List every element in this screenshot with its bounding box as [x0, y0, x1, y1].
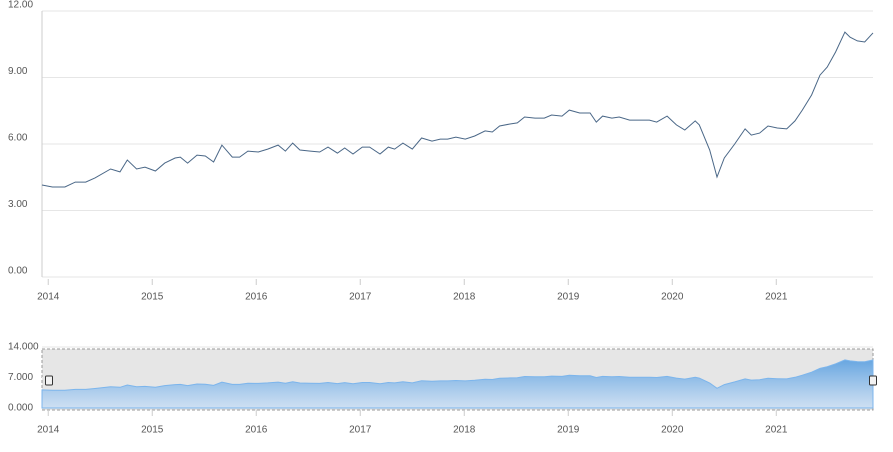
y-tick-label: 12.00 [8, 0, 33, 11]
data-line [41, 31, 874, 188]
x-tick-label: 2016 [245, 425, 268, 436]
x-tick-label: 2019 [557, 292, 580, 303]
x-tick-label: 2018 [453, 292, 476, 303]
x-tick-label: 2015 [141, 292, 164, 303]
x-tick-label: 2017 [349, 292, 372, 303]
y-tick-label: 0.000 [8, 403, 33, 414]
y-tick-label: 7.000 [8, 372, 33, 383]
y-tick-label: 0.00 [8, 266, 28, 277]
y-tick-label: 3.00 [8, 199, 28, 210]
navigator-handle[interactable] [869, 375, 877, 386]
x-tick-label: 2014 [37, 425, 60, 436]
x-tick-label: 2015 [141, 425, 164, 436]
x-tick-label: 2020 [661, 292, 684, 303]
x-tick-label: 2021 [765, 292, 788, 303]
y-tick-label: 6.00 [8, 133, 28, 144]
y-tick-label: 14.000 [8, 342, 39, 353]
x-tick-label: 2020 [661, 425, 684, 436]
data-area [41, 359, 874, 409]
x-tick-label: 2016 [245, 292, 268, 303]
x-tick-label: 2019 [557, 425, 580, 436]
y-tick-label: 9.00 [8, 66, 28, 77]
navigator-handle[interactable] [45, 375, 53, 386]
x-tick-label: 2014 [37, 292, 60, 303]
x-tick-label: 2018 [453, 425, 476, 436]
x-tick-label: 2017 [349, 425, 372, 436]
x-tick-label: 2021 [765, 425, 788, 436]
